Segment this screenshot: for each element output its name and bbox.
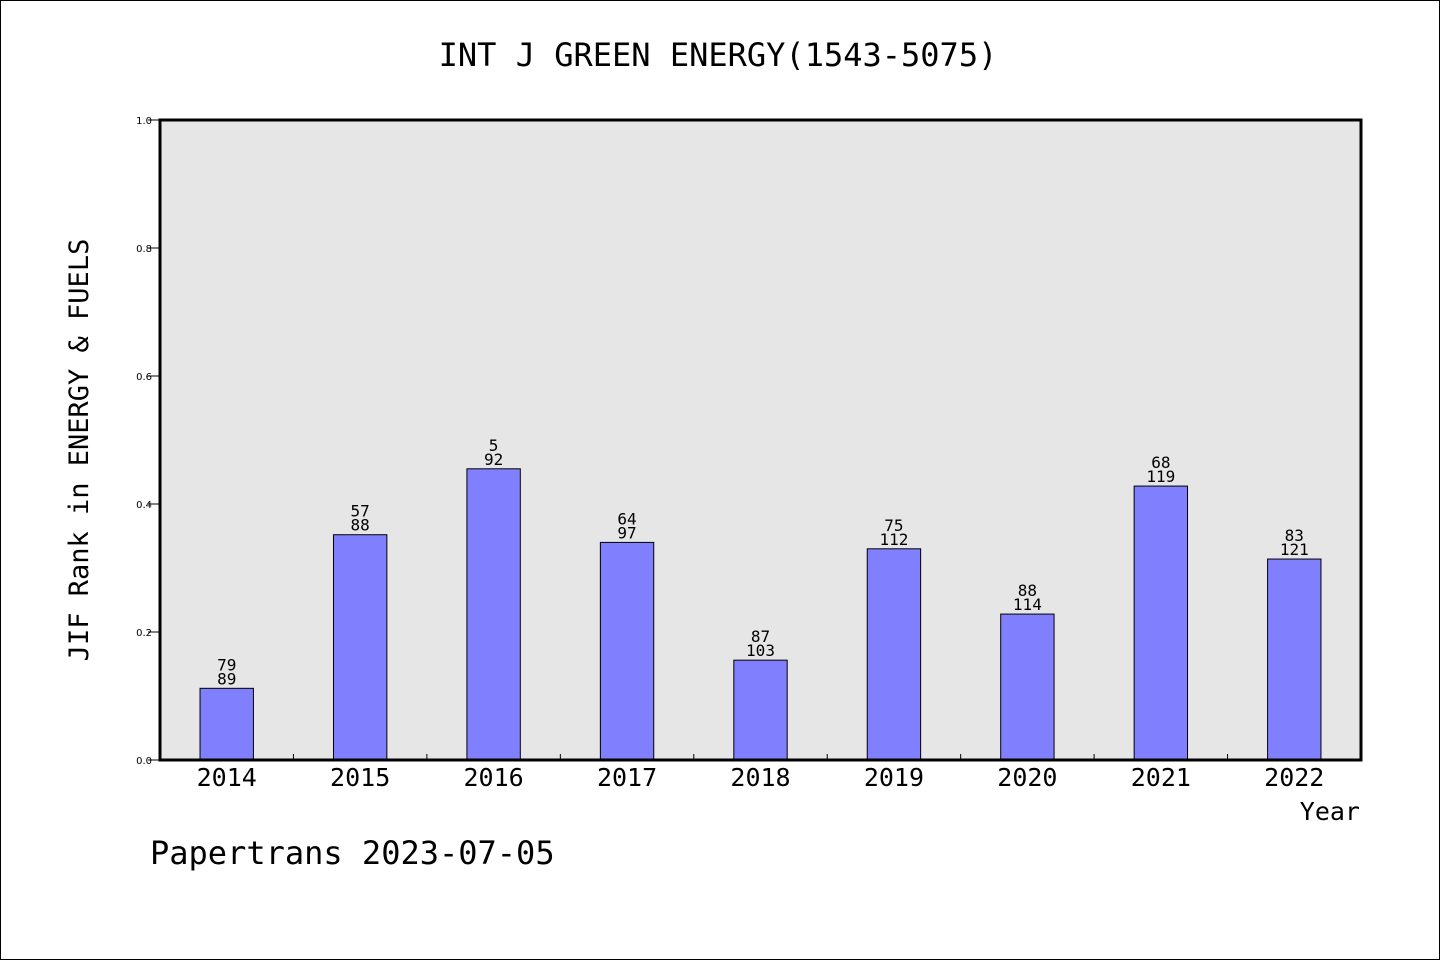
x-axis-label: Year xyxy=(1300,797,1360,826)
bar-2022 xyxy=(1267,558,1322,761)
bar-2020 xyxy=(1000,613,1055,761)
bar-2018 xyxy=(733,659,788,761)
bar-label-top: 88 xyxy=(1018,581,1037,600)
bar-label-top: 87 xyxy=(751,627,770,646)
y-axis-label: JIF Rank in ENERGY & FUELS xyxy=(64,239,95,662)
bar-2019 xyxy=(866,548,922,761)
y-tick-label: 0.2 xyxy=(136,628,152,639)
bar-label-bottom: 88 xyxy=(351,516,370,535)
x-tick-label: 2021 xyxy=(1131,763,1191,792)
bar-label-bottom: 92 xyxy=(484,450,503,469)
x-tick-label: 2014 xyxy=(197,763,257,792)
y-axis-ticks: 0.0 0.2 0.4 0.6 0.8 1.0 xyxy=(136,116,160,767)
bar-label-bottom: 97 xyxy=(617,523,636,542)
x-axis-tick-labels: 2014 2015 2016 2017 2018 2019 2020 2021 2022 xyxy=(197,763,1325,792)
bar-label-top: 75 xyxy=(884,516,903,535)
y-tick-label: 0.8 xyxy=(136,244,152,255)
bar-label-bottom: 114 xyxy=(1013,595,1042,614)
watermark-text: Papertrans 2023-07-05 xyxy=(150,834,555,872)
bar-label-bottom: 119 xyxy=(1146,467,1175,486)
y-tick-label: 0.0 xyxy=(136,756,152,767)
bar-2015 xyxy=(332,534,388,761)
bar-label-bottom: 89 xyxy=(217,669,236,688)
x-tick-label: 2015 xyxy=(330,763,390,792)
x-tick-label: 2018 xyxy=(730,763,790,792)
x-tick-label: 2016 xyxy=(464,763,524,792)
bar-2017 xyxy=(599,541,655,761)
chart-title: INT J GREEN ENERGY(1543-5075) xyxy=(439,36,998,74)
x-tick-label: 2017 xyxy=(597,763,657,792)
bar-label-bottom: 103 xyxy=(746,641,775,660)
x-tick-label: 2020 xyxy=(997,763,1057,792)
bar-2014 xyxy=(199,687,254,761)
bar-2016 xyxy=(466,468,521,761)
bar-label-bottom: 112 xyxy=(879,530,908,549)
bar-label-top: 5 xyxy=(489,436,499,455)
bar-label-top: 64 xyxy=(617,509,636,528)
bar-label-top: 83 xyxy=(1285,526,1304,545)
bar-2021 xyxy=(1133,485,1189,761)
plot-border xyxy=(158,118,1363,762)
bar-label-bottom: 121 xyxy=(1280,540,1309,559)
bar-series xyxy=(199,468,1322,761)
bar-label-top: 57 xyxy=(351,502,370,521)
y-tick-label: 1.0 xyxy=(136,116,152,127)
x-tick-label: 2019 xyxy=(864,763,924,792)
y-tick-label: 0.6 xyxy=(136,372,152,383)
bar-label-top: 79 xyxy=(217,655,236,674)
x-tick-label: 2022 xyxy=(1264,763,1324,792)
bar-label-top: 68 xyxy=(1151,453,1170,472)
y-tick-label: 0.4 xyxy=(136,500,152,511)
